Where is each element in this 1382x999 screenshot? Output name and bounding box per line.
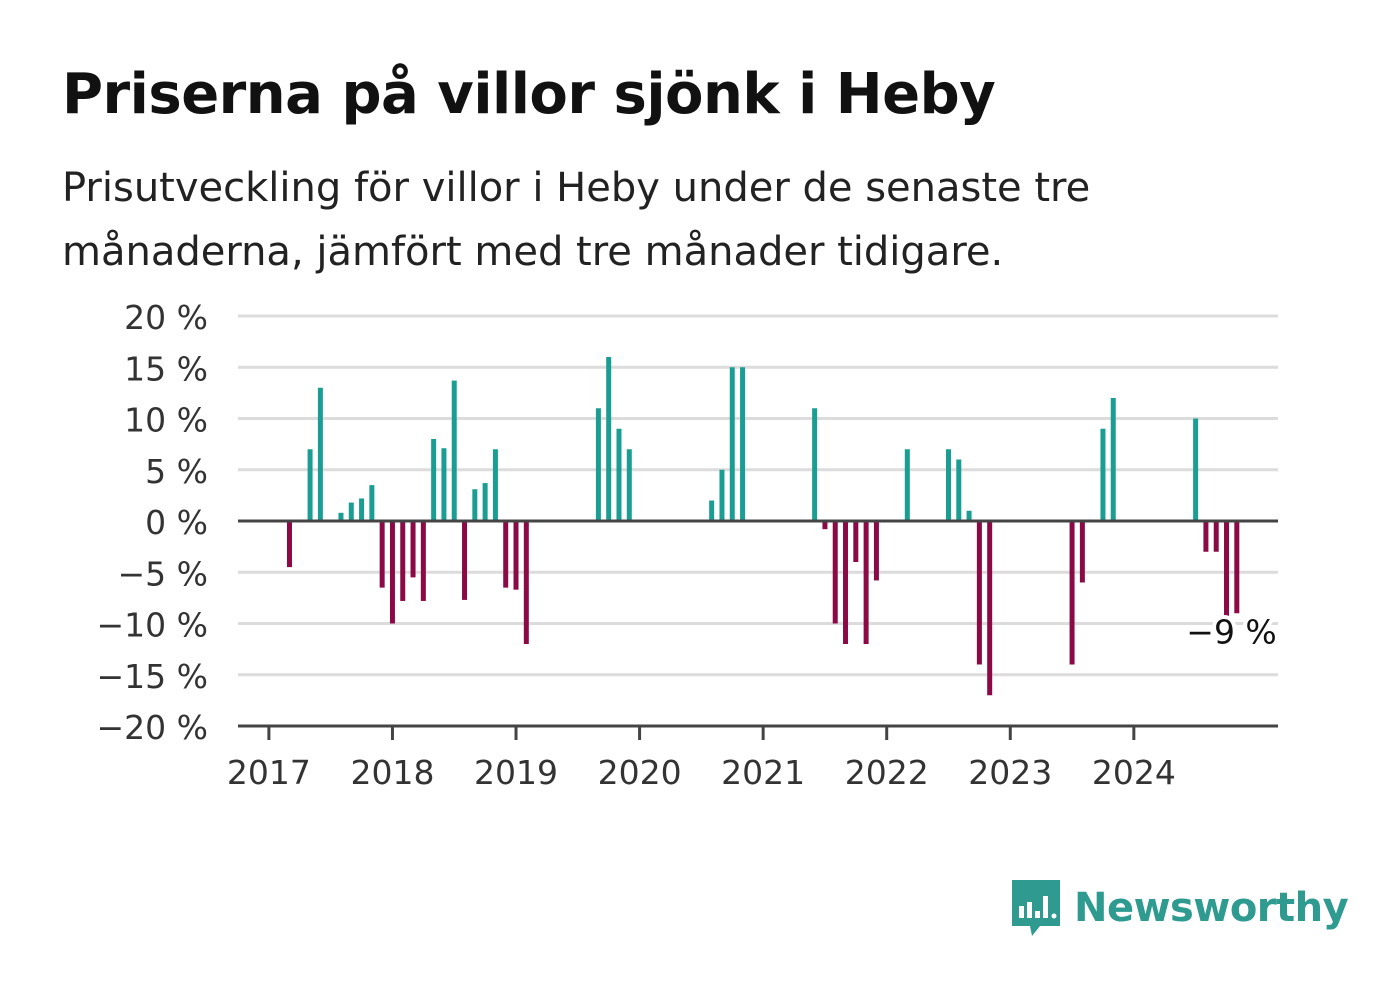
bar bbox=[729, 367, 735, 521]
x-tick-label: 2018 bbox=[350, 753, 434, 792]
bar bbox=[863, 521, 869, 644]
bar bbox=[1069, 521, 1075, 665]
bar bbox=[616, 428, 622, 521]
bar bbox=[1203, 521, 1209, 552]
bar bbox=[987, 521, 993, 696]
bar bbox=[1213, 521, 1219, 552]
bar-chart: 20 % 15 % 10 % 5 % 0 % −5 % −10 % −15 % −20 % 20… bbox=[97, 298, 1281, 792]
bar bbox=[492, 449, 498, 521]
y-tick-label: 15 % bbox=[124, 349, 208, 388]
bar bbox=[606, 357, 612, 521]
bar bbox=[400, 521, 406, 601]
x-tick-label: 2024 bbox=[1092, 753, 1176, 792]
y-tick-label: −5 % bbox=[118, 554, 209, 593]
y-axis-tick-labels: 20 % 15 % 10 % 5 % 0 % −5 % −10 % −15 % −20 % bbox=[97, 298, 209, 747]
annotations: −9 %−9 % bbox=[1182, 608, 1281, 655]
bar bbox=[369, 485, 375, 521]
bar bbox=[1234, 521, 1240, 614]
bar bbox=[719, 469, 725, 521]
bar bbox=[307, 449, 313, 521]
bar bbox=[1100, 428, 1106, 521]
bar bbox=[472, 489, 478, 521]
bar bbox=[420, 521, 426, 601]
y-tick-label: −15 % bbox=[97, 657, 209, 696]
x-axis-tick-labels: 2017 2018 2019 2020 2021 2022 2023 2024 bbox=[227, 753, 1176, 792]
bar bbox=[317, 387, 323, 521]
bar bbox=[1224, 521, 1230, 621]
x-tick-label: 2017 bbox=[227, 753, 311, 792]
bar bbox=[626, 449, 632, 521]
bar bbox=[976, 521, 982, 665]
newsworthy-logo: Newsworthy bbox=[1010, 878, 1349, 938]
bar bbox=[513, 521, 519, 590]
bar bbox=[1079, 521, 1085, 583]
y-tick-label: 20 % bbox=[124, 298, 208, 337]
axes bbox=[238, 519, 1278, 740]
x-tick-label: 2019 bbox=[474, 753, 558, 792]
bar bbox=[873, 521, 879, 581]
bar-chart-speech-bubble-icon bbox=[1012, 880, 1060, 936]
bar bbox=[462, 521, 468, 600]
bar bbox=[812, 408, 818, 521]
bar bbox=[595, 408, 601, 521]
bars bbox=[286, 357, 1240, 696]
bar bbox=[832, 521, 838, 624]
chart-subtitle: Prisutveckling för villor i Heby under d… bbox=[62, 165, 1091, 275]
bar bbox=[1110, 398, 1116, 521]
bar bbox=[338, 512, 344, 521]
bar bbox=[904, 449, 910, 521]
bar bbox=[441, 448, 447, 521]
logo-text: Newsworthy bbox=[1074, 885, 1349, 931]
y-tick-label: 10 % bbox=[124, 401, 208, 440]
x-tick-label: 2022 bbox=[845, 753, 929, 792]
bar bbox=[709, 500, 715, 521]
y-tick-label: 5 % bbox=[145, 452, 208, 491]
y-tick-label: 0 % bbox=[145, 503, 208, 542]
x-tick-label: 2021 bbox=[721, 753, 805, 792]
bar bbox=[359, 498, 365, 521]
bar bbox=[523, 521, 529, 644]
x-tick-label: 2020 bbox=[598, 753, 682, 792]
bar bbox=[966, 510, 972, 521]
y-tick-label: −10 % bbox=[97, 606, 209, 645]
bar bbox=[956, 459, 962, 521]
bar bbox=[410, 521, 416, 578]
bar bbox=[286, 521, 292, 568]
bar bbox=[503, 521, 509, 588]
bar bbox=[740, 367, 746, 521]
bar bbox=[451, 380, 457, 521]
annotation-label: −9 % bbox=[1186, 612, 1277, 651]
bar bbox=[348, 502, 354, 521]
bar bbox=[853, 521, 859, 562]
bar bbox=[945, 449, 951, 521]
annotation-halo: −9 % bbox=[1186, 612, 1277, 651]
bar bbox=[843, 521, 849, 644]
x-tick-label: 2023 bbox=[968, 753, 1052, 792]
y-tick-label: −20 % bbox=[97, 708, 209, 747]
chart-title: Priserna på villor sjönk i Heby bbox=[62, 62, 996, 127]
bar bbox=[1193, 418, 1199, 521]
bar bbox=[379, 521, 385, 588]
bar bbox=[431, 439, 437, 521]
bar bbox=[389, 521, 395, 624]
bar bbox=[482, 483, 488, 521]
bar bbox=[822, 521, 828, 530]
